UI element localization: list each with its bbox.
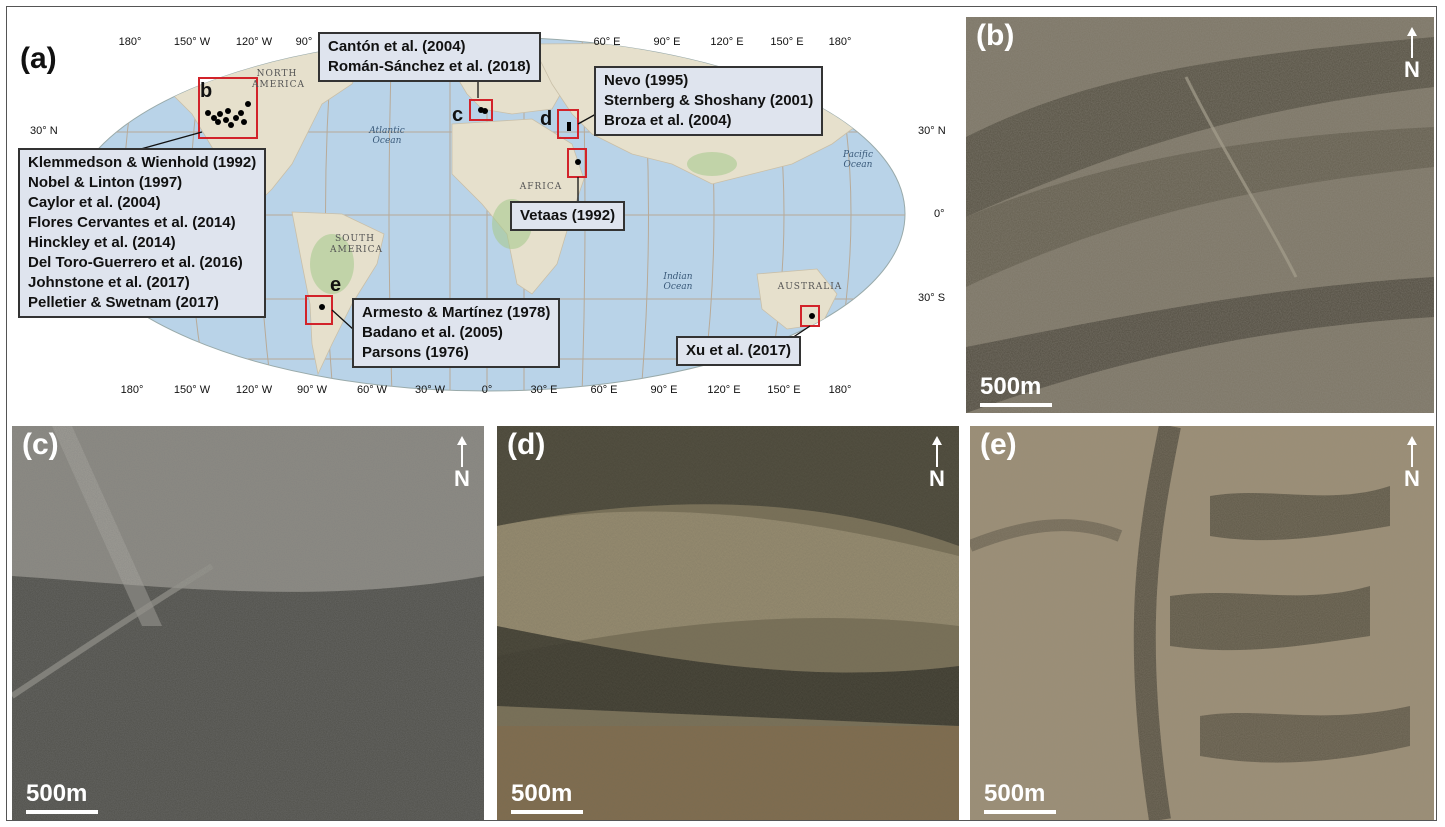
panel-a-world-map: 180° 150° W 120° W 90° 60° E 90° E 120° …: [12, 14, 962, 414]
citation: Broza et al. (2004): [604, 112, 732, 129]
figure-frame: [6, 6, 1437, 821]
panel-b-aerial-image: (b) N 500m: [966, 17, 1434, 413]
north-arrow-icon: [457, 436, 467, 445]
north-arrow-icon: [932, 436, 942, 445]
citation: Del Toro-Guerrero et al. (2016): [28, 254, 243, 271]
north-arrow: N: [925, 436, 949, 491]
citation: Pelletier & Swetnam (2017): [28, 294, 219, 311]
callout-sites-d: Nevo (1995) Sternberg & Shoshany (2001) …: [594, 66, 824, 136]
citation: Armesto & Martínez (1978): [362, 304, 551, 321]
panel-c-aerial-image: (c) N 500m: [12, 426, 484, 820]
citation: Hinckley et al. (2014): [28, 234, 176, 251]
north-america-label: NORTH AMERICA: [252, 69, 306, 90]
lat-right-label: 30° N: [918, 125, 946, 137]
lat-right-label: 30° S: [918, 292, 946, 304]
south-america-label: SOUTH AMERICA: [330, 234, 384, 255]
panel-e-aerial-image: (e) N 500m: [970, 426, 1434, 820]
scale-bar: 500m: [980, 373, 1052, 407]
lon-top-label: 120° W: [235, 36, 273, 48]
aerial-image-c: [12, 426, 484, 820]
pacific-ocean-label: Pacific Ocean: [843, 150, 873, 170]
citation: Vetaas (1992): [520, 207, 616, 224]
site-letter-e: e: [330, 274, 342, 296]
north-arrow-icon: [1407, 27, 1417, 36]
callout-vetaas: Vetaas (1992): [510, 201, 626, 231]
callout-sites-e: Armesto & Martínez (1978) Badano et al. …: [352, 298, 561, 368]
callout-xu: Xu et al. (2017): [676, 336, 802, 366]
panel-d-aerial-image: (d) N 500m: [497, 426, 959, 820]
citation: Flores Cervantes et al. (2014): [28, 214, 236, 231]
lat-left-label: 30° N: [30, 125, 58, 137]
lon-bottom-label: 60° W: [356, 384, 388, 396]
north-arrow: N: [450, 436, 474, 491]
citation: Caylor et al. (2004): [28, 194, 161, 211]
panel-d-label: (d): [507, 428, 546, 461]
atlantic-ocean-label: Atlantic Ocean: [369, 126, 405, 146]
scale-bar: 500m: [984, 780, 1056, 814]
lon-bottom-label: 120° W: [235, 384, 273, 396]
lon-bottom-label: 30° E: [530, 384, 558, 396]
lon-bottom-label: 60° E: [590, 384, 618, 396]
scale-bar: 500m: [26, 780, 98, 814]
lon-bottom-label: 120° E: [707, 384, 741, 396]
lon-top-label: 120° E: [710, 36, 744, 48]
north-arrow-icon: [1407, 436, 1417, 445]
lon-bottom-label: 150° W: [173, 384, 211, 396]
citation: Nevo (1995): [604, 72, 689, 89]
lon-bottom-label: 30° W: [414, 384, 446, 396]
lon-bottom-label: 90° W: [296, 384, 328, 396]
panel-a-label: (a): [20, 42, 57, 75]
panel-b-label: (b): [976, 19, 1015, 52]
panel-e-label: (e): [980, 428, 1017, 461]
callout-sites-b: Klemmedson & Wienhold (1992) Nobel & Lin…: [18, 148, 267, 318]
aerial-image-b: [966, 17, 1434, 413]
site-letter-c: c: [452, 104, 464, 126]
lon-top-label: 150° E: [770, 36, 804, 48]
lon-top-label: 150° W: [173, 36, 211, 48]
lat-right-label: 0°: [934, 208, 945, 220]
lon-top-label: 180°: [118, 36, 142, 48]
citation: Parsons (1976): [362, 344, 469, 361]
callout-sites-c: Cantón et al. (2004) Román-Sánchez et al…: [318, 32, 541, 82]
australia-label: AUSTRALIA: [777, 282, 843, 292]
citation: Sternberg & Shoshany (2001): [604, 92, 814, 109]
panel-c-label: (c): [22, 428, 59, 461]
indian-ocean-label: Indian Ocean: [663, 272, 693, 292]
aerial-image-e: [970, 426, 1434, 820]
lon-bottom-label: 180°: [828, 384, 852, 396]
site-letter-b: b: [200, 80, 213, 102]
scale-bar: 500m: [511, 780, 583, 814]
lon-bottom-label: 150° E: [767, 384, 801, 396]
aerial-image-d: [497, 426, 959, 820]
site-boxes: [198, 77, 820, 327]
north-arrow: N: [1400, 436, 1424, 491]
citation: Cantón et al. (2004): [328, 38, 466, 55]
site-letter-d: d: [540, 108, 553, 130]
lon-top-label: 90° E: [653, 36, 681, 48]
citation: Román-Sánchez et al. (2018): [328, 58, 531, 75]
site-dots: [205, 101, 815, 319]
citation: Xu et al. (2017): [686, 342, 792, 359]
lon-top-label: 180°: [828, 36, 852, 48]
lon-top-label: 60° E: [593, 36, 621, 48]
citation: Johnstone et al. (2017): [28, 274, 190, 291]
citation: Klemmedson & Wienhold (1992): [28, 154, 257, 171]
lon-bottom-label: 90° E: [650, 384, 678, 396]
citation: Badano et al. (2005): [362, 324, 503, 341]
lon-bottom-label: 0°: [481, 384, 493, 396]
lon-bottom-label: 180°: [120, 384, 144, 396]
north-arrow: N: [1400, 27, 1424, 82]
citation: Nobel & Linton (1997): [28, 174, 183, 191]
africa-label: AFRICA: [519, 182, 563, 192]
lon-top-label: 90°: [295, 36, 313, 48]
